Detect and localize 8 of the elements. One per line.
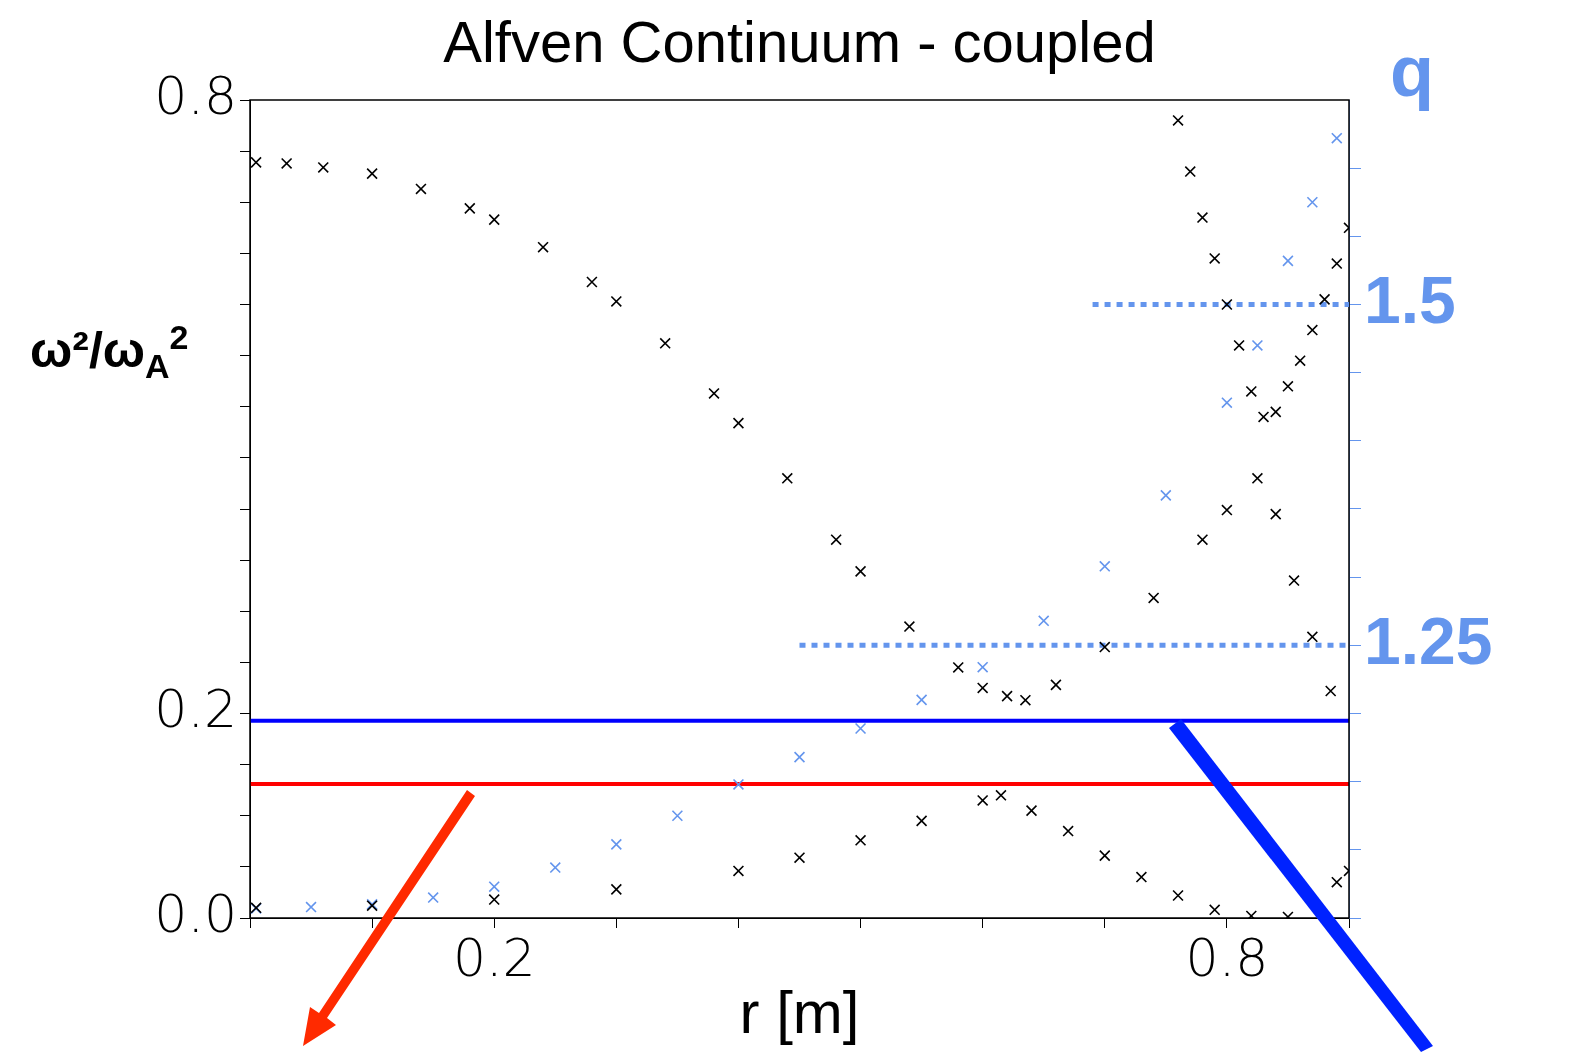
y2-axis-title: q: [1390, 30, 1434, 112]
chart-title: Alfven Continuum - coupled: [442, 8, 1157, 75]
y-tick-label: 0.8: [154, 65, 237, 126]
y2-tick-label: 1.25: [1364, 603, 1493, 678]
y-tick-label: 0.0: [154, 883, 237, 944]
y2-tick-label: 1.5: [1364, 262, 1456, 337]
y-tick-label: 0.2: [154, 679, 237, 740]
x-axis-title: r [m]: [739, 978, 860, 1046]
